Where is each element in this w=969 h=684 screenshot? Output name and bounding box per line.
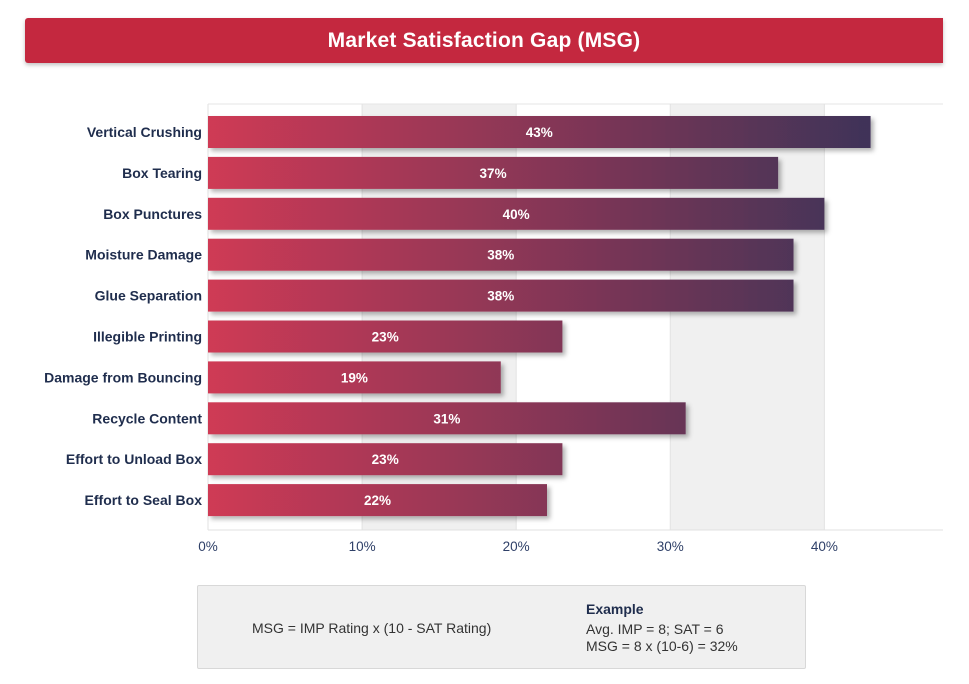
example-line-2: MSG = 8 x (10-6) = 32% (586, 638, 738, 654)
x-tick-label: 40% (811, 539, 838, 554)
bar-value-label: 37% (480, 166, 507, 181)
category-label: Vertical Crushing (87, 124, 202, 140)
bar-value-label: 19% (341, 370, 368, 385)
category-label: Effort to Seal Box (85, 492, 203, 508)
bar (208, 443, 563, 476)
x-tick-label: 0% (198, 539, 218, 554)
category-label: Recycle Content (92, 410, 202, 426)
bar (208, 320, 563, 353)
bar-value-label: 38% (487, 289, 514, 304)
category-label: Box Tearing (122, 165, 202, 181)
bar-value-label: 38% (487, 248, 514, 263)
bar (208, 402, 686, 435)
category-label: Damage from Bouncing (44, 369, 202, 385)
category-label: Illegible Printing (93, 329, 202, 345)
bar-value-label: 40% (503, 207, 530, 222)
bar-value-label: 23% (372, 452, 399, 467)
category-label: Moisture Damage (85, 247, 202, 263)
bar (208, 238, 794, 271)
formula-box: MSG = IMP Rating x (10 - SAT Rating) Exa… (197, 585, 806, 669)
category-label: Box Punctures (103, 206, 202, 222)
formula-text: MSG = IMP Rating x (10 - SAT Rating) (252, 620, 492, 636)
chart-title-banner: Market Satisfaction Gap (MSG) (25, 18, 943, 63)
example-line-1: Avg. IMP = 8; SAT = 6 (586, 621, 724, 637)
bar-value-label: 23% (372, 330, 399, 345)
bar-chart: 0% 10% 20% 30% 40% 43% Vertical Crushing 37% Bo… (44, 103, 943, 554)
bar-value-label: 22% (364, 493, 391, 508)
bar (208, 279, 794, 312)
bar (208, 484, 547, 517)
category-label: Effort to Unload Box (66, 451, 202, 467)
bar (208, 116, 871, 148)
bar (208, 156, 779, 189)
bar-value-label: 31% (433, 411, 460, 426)
bar (208, 197, 825, 230)
x-tick-label: 10% (349, 539, 376, 554)
category-label: Glue Separation (95, 288, 202, 304)
x-tick-label: 20% (503, 539, 530, 554)
chart-title: Market Satisfaction Gap (MSG) (327, 28, 641, 52)
example-title: Example (586, 601, 644, 617)
x-tick-label: 30% (657, 539, 684, 554)
bar (208, 361, 501, 394)
bar-value-label: 43% (526, 125, 553, 140)
